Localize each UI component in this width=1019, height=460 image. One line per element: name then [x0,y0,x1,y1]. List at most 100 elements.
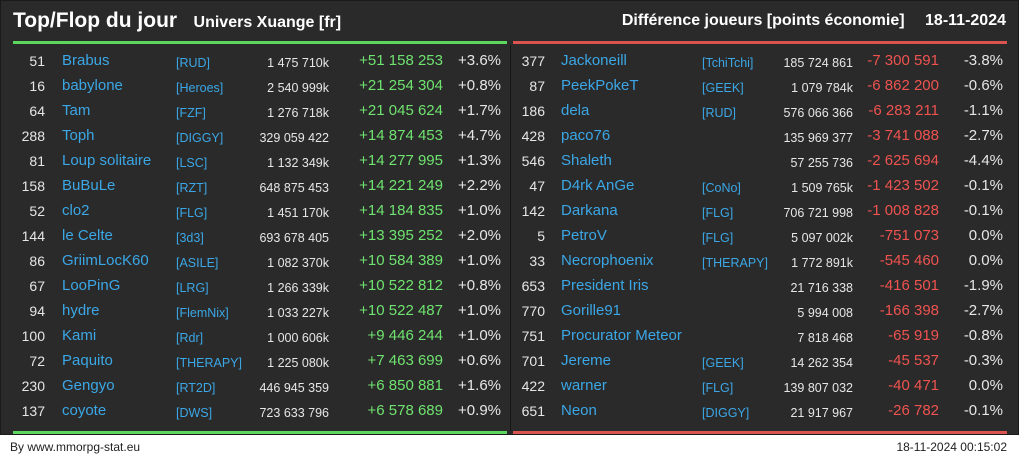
player-name-link[interactable]: BuBuLe [62,177,116,194]
player-rank: 52 [29,203,45,219]
table-row: 137 coyote [DWS] 723 633 796 +6 578 689 +0.9% [13,399,507,424]
top-separator-top [13,41,507,44]
percent-change: -0.8% [963,327,1003,344]
player-name-link[interactable]: le Celte [62,227,113,244]
player-points: 329 059 422 [259,131,329,145]
guild-tag-link[interactable]: [Rdr] [176,331,204,345]
table-row: 158 BuBuLe [RZT] 648 875 453 +14 221 249 +2.2… [13,174,507,199]
player-name-link[interactable]: Loup solitaire [62,152,152,169]
guild-tag-link[interactable]: [GEEK] [702,81,744,95]
table-row: 87 PeekPokeT [GEEK] 1 079 784k -6 862 200 -0.… [513,74,1007,99]
player-rank: 5 [537,228,545,244]
player-name-link[interactable]: PeekPokeT [561,77,639,94]
player-name-link[interactable]: Brabus [62,52,110,69]
points-difference: -6 283 211 [868,102,939,119]
guild-tag-link[interactable]: [DWS] [176,406,213,420]
guild-tag-link[interactable]: [FLG] [702,231,734,245]
top-separator-bottom [13,431,507,434]
percent-change: -3.8% [963,52,1003,69]
player-name-link[interactable]: paco76 [561,127,611,144]
player-name-link[interactable]: Necrophoenix [561,252,654,269]
points-difference: -416 501 [879,277,939,294]
guild-tag-link[interactable]: [CoNo] [702,181,741,195]
player-points: 1 132 349k [267,156,329,170]
player-rank: 94 [29,303,45,319]
player-name-link[interactable]: D4rk AnGe [561,177,635,194]
guild-tag-link[interactable]: [TchiTchi] [702,56,754,70]
player-name-link[interactable]: Toph [62,127,95,144]
table-row: 86 GriimLocK60 [ASILE] 1 082 370k +10 584 38… [13,249,507,274]
points-difference: -2 625 694 [867,152,939,169]
percent-change: -2.7% [963,127,1003,144]
guild-tag-link[interactable]: [LSC] [176,156,208,170]
guild-tag-link[interactable]: [FlemNix] [176,306,229,320]
player-name-link[interactable]: LooPinG [62,277,121,294]
guild-tag-link[interactable]: [DIGGY] [702,406,750,420]
header-left: Top/Flop du jour Univers Xuange [fr] [13,9,341,33]
player-name-link[interactable]: GriimLocK60 [62,252,149,269]
player-name-link[interactable]: hydre [62,302,100,319]
player-rank: 653 [521,278,545,294]
player-name-link[interactable]: Paquito [62,352,113,369]
player-name-link[interactable]: coyote [62,402,107,419]
player-name-link[interactable]: Neon [561,402,597,419]
guild-tag-link[interactable]: [THERAPY] [176,356,242,370]
points-difference: -65 919 [888,327,939,344]
player-name-link[interactable]: PetroV [561,227,607,244]
guild-tag-link[interactable]: [RZT] [176,181,208,195]
player-name-link[interactable]: warner [561,377,607,394]
guild-tag-link[interactable]: [FLG] [702,381,734,395]
guild-tag-link[interactable]: [GEEK] [702,356,744,370]
guild-tag-link[interactable]: [3d3] [176,231,204,245]
player-name-link[interactable]: clo2 [62,202,90,219]
player-name-link[interactable]: Kami [62,327,97,344]
footer: By www.mmorpg-stat.eu 18-11-2024 00:15:0… [0,435,1019,460]
percent-change: +1.0% [458,202,501,219]
player-points: 446 945 359 [259,381,329,395]
guild-tag-link[interactable]: [RT2D] [176,381,216,395]
guild-tag-link[interactable]: [Heroes] [176,81,224,95]
guild-tag-link[interactable]: [FLG] [702,206,734,220]
guild-tag-link[interactable]: [FZF] [176,106,206,120]
player-name-link[interactable]: Jackoneill [561,52,627,69]
points-difference: -26 782 [888,402,939,419]
guild-tag-link[interactable]: [FLG] [176,206,208,220]
guild-tag-link[interactable]: [THERAPY] [702,256,768,270]
player-name-link[interactable]: Darkana [561,202,618,219]
table-row: 51 Brabus [RUD] 1 475 710k +51 158 253 +3.6% [13,49,507,74]
points-difference: -751 073 [879,227,939,244]
percent-change: -0.1% [963,177,1003,194]
percent-change: 0.0% [968,227,1003,244]
player-points: 693 678 405 [259,231,329,245]
percent-change: +0.6% [458,352,501,369]
player-rank: 81 [29,153,45,169]
player-rank: 186 [521,103,545,119]
player-name-link[interactable]: dela [561,102,590,119]
player-name-link[interactable]: Shaleth [561,152,612,169]
percent-change: +1.0% [458,252,501,269]
player-name-link[interactable]: babylone [62,77,123,94]
guild-tag-link[interactable]: [RUD] [702,106,737,120]
player-points: 1 451 170k [267,206,329,220]
guild-tag-link[interactable]: [ASILE] [176,256,219,270]
player-name-link[interactable]: Tam [62,102,91,119]
player-name-link[interactable]: President Iris [561,277,649,294]
percent-change: +1.3% [458,152,501,169]
player-name-link[interactable]: Jereme [561,352,612,369]
player-rank: 16 [29,78,45,94]
player-rank: 86 [29,253,45,269]
player-name-link[interactable]: Procurator Meteor [561,327,682,344]
table-row: 52 clo2 [FLG] 1 451 170k +14 184 835 +1.0% [13,199,507,224]
points-difference: +10 522 812 [359,277,443,294]
percent-change: -1.1% [963,102,1003,119]
player-name-link[interactable]: Gengyo [62,377,115,394]
guild-tag-link[interactable]: [DIGGY] [176,131,224,145]
player-points: 1 276 718k [267,106,329,120]
guild-tag-link[interactable]: [LRG] [176,281,209,295]
table-row: 653 President Iris 21 716 338 -416 501 -1.9% [513,274,1007,299]
player-rank: 100 [21,328,45,344]
guild-tag-link[interactable]: [RUD] [176,56,211,70]
points-difference: -7 300 591 [867,52,939,69]
table-row: 288 Toph [DIGGY] 329 059 422 +14 874 453 +4.7… [13,124,507,149]
player-name-link[interactable]: Gorille91 [561,302,622,319]
